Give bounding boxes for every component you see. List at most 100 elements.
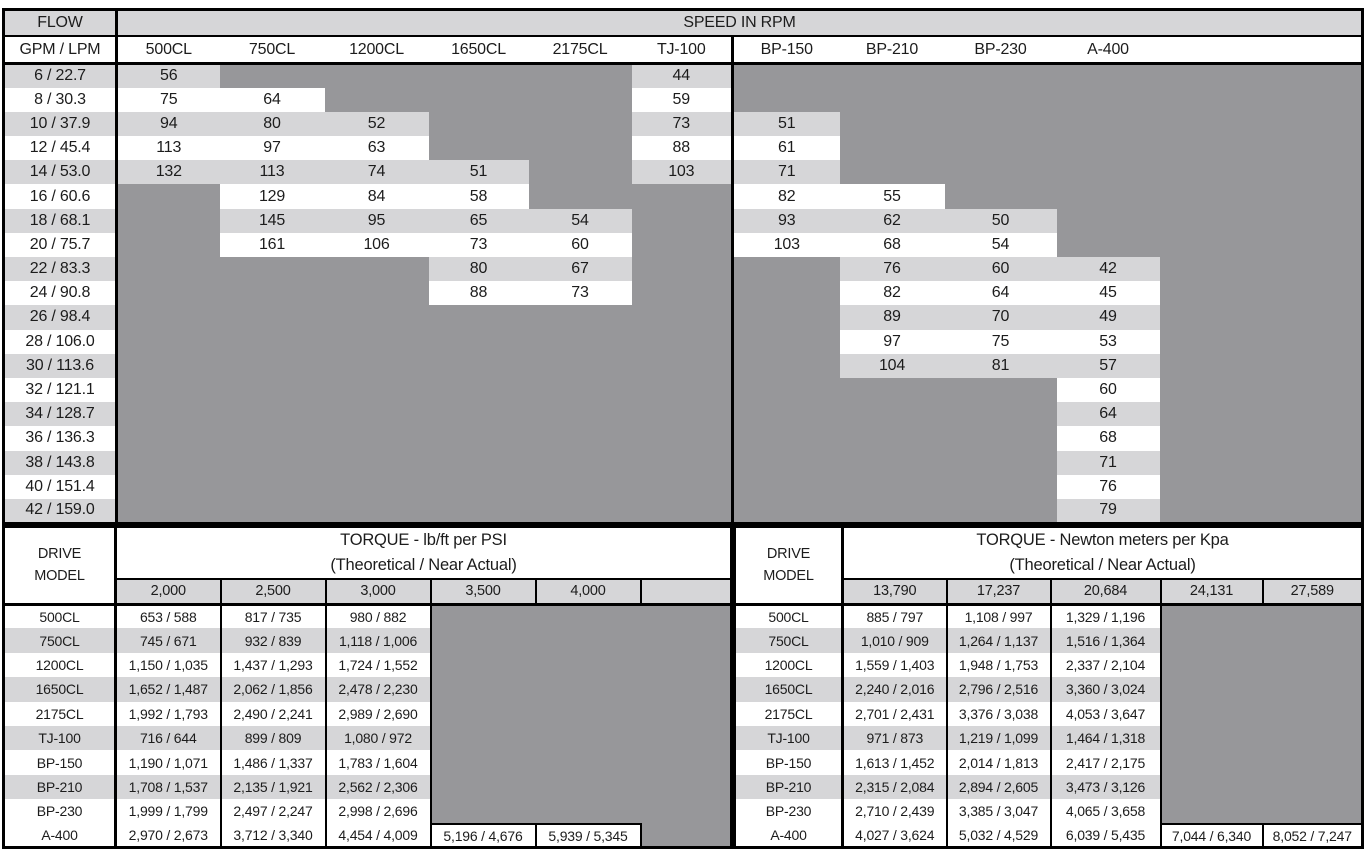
empty-cell xyxy=(1160,701,1263,727)
drive-model-label: TJ-100 xyxy=(3,726,117,751)
empty-cell xyxy=(839,450,945,475)
empty-cell xyxy=(839,377,945,403)
empty-cell xyxy=(219,63,325,88)
torque-cell: 6,039 / 5,435 xyxy=(1049,823,1162,848)
speed-col-header-1650cl: 1650CL xyxy=(428,36,529,65)
speed-table-row: 6 / 22.7 56 44 xyxy=(3,63,1363,88)
empty-cell xyxy=(944,498,1057,524)
flow-row-label: 36 / 136.3 xyxy=(3,426,118,451)
torque-cell: 1,437 / 1,293 xyxy=(219,652,327,678)
drive-model-header: DRIVE MODEL xyxy=(3,526,117,606)
speed-cell: 104 xyxy=(839,353,945,378)
torque-cell: 5,939 / 5,345 xyxy=(534,822,642,848)
empty-cell xyxy=(219,498,325,524)
speed-table-row: 10 / 37.9 94 80 52 73 51 xyxy=(3,111,1363,137)
torque-cell: 3,385 / 3,047 xyxy=(945,799,1052,824)
model-label: MODEL xyxy=(34,568,85,585)
torque-cell: 2,478 / 2,230 xyxy=(324,677,432,702)
empty-cell xyxy=(1056,184,1160,209)
empty-cell xyxy=(839,136,945,161)
empty-cell xyxy=(324,329,429,354)
empty-cell xyxy=(528,426,632,451)
speed-cell: 54 xyxy=(944,232,1057,257)
empty-cell xyxy=(1262,701,1363,727)
empty-cell xyxy=(1159,111,1363,137)
pressure-col-header: 24,131 xyxy=(1159,577,1264,606)
torque-table-row: BP-230 1,999 / 1,799 2,497 / 2,247 2,998 / … xyxy=(3,799,732,824)
torque-cell: 1,329 / 1,196 xyxy=(1049,604,1162,629)
empty-cell xyxy=(428,353,529,378)
speed-table-row: 36 / 136.3 68 xyxy=(3,426,1363,451)
empty-cell xyxy=(219,353,325,378)
empty-cell xyxy=(324,402,429,427)
torque-cell: 2,135 / 1,921 xyxy=(219,774,327,800)
empty-cell xyxy=(731,498,840,524)
empty-cell xyxy=(944,160,1057,185)
empty-cell xyxy=(839,160,945,185)
flow-row-label: 22 / 83.3 xyxy=(3,257,118,282)
empty-cell xyxy=(219,450,325,475)
empty-cell xyxy=(116,232,220,257)
speed-cell: 76 xyxy=(839,257,945,282)
speed-cell: 113 xyxy=(116,136,220,161)
empty-cell xyxy=(116,498,220,524)
pressure-col-header-empty xyxy=(639,577,733,606)
speed-cell: 73 xyxy=(631,111,733,137)
empty-cell xyxy=(428,63,529,88)
speed-table-row: 12 / 45.4 113 97 63 88 61 xyxy=(3,136,1363,161)
flow-row-label: 16 / 60.6 xyxy=(3,184,118,209)
empty-cell xyxy=(944,63,1057,88)
torque-cell: 1,464 / 1,318 xyxy=(1049,726,1162,751)
speed-col-header-bp-210: BP-210 xyxy=(839,36,945,65)
empty-cell xyxy=(1159,232,1363,257)
pressure-col-header: 2,500 xyxy=(219,577,327,606)
torque-cell: 1,219 / 1,099 xyxy=(945,726,1052,751)
empty-cell xyxy=(631,281,733,306)
empty-cell xyxy=(116,281,220,306)
torque-cell: 745 / 671 xyxy=(114,628,222,653)
empty-cell xyxy=(731,474,840,499)
speed-cell: 64 xyxy=(944,281,1057,306)
empty-cell xyxy=(428,498,529,524)
speed-cell: 63 xyxy=(324,136,429,161)
empty-cell xyxy=(1160,604,1263,629)
empty-cell xyxy=(1262,750,1363,775)
pressure-col-header: 4,000 xyxy=(534,577,642,606)
empty-cell xyxy=(428,329,529,354)
empty-cell xyxy=(1160,628,1263,653)
empty-cell xyxy=(430,799,536,824)
speed-cell: 62 xyxy=(839,208,945,233)
torque-cell: 1,999 / 1,799 xyxy=(114,799,222,824)
speed-cell: 60 xyxy=(944,257,1057,282)
drive-model-label: 1200CL xyxy=(3,652,117,678)
torque-cell: 1,948 / 1,753 xyxy=(945,652,1052,678)
speed-table-row: 22 / 83.3 80 67 76 60 42 xyxy=(3,257,1363,282)
empty-cell xyxy=(1159,498,1363,524)
drive-model-label: 2175CL xyxy=(734,701,844,727)
drive-model-label: BP-150 xyxy=(3,750,117,775)
speed-cell: 88 xyxy=(428,281,529,306)
empty-cell xyxy=(528,474,632,499)
empty-cell xyxy=(430,628,536,653)
flow-title: FLOW xyxy=(3,9,118,37)
empty-cell xyxy=(1160,750,1263,775)
torque-kpa-table: DRIVE MODEL TORQUE - Newton meters per Kp… xyxy=(733,524,1364,849)
empty-cell xyxy=(528,498,632,524)
empty-cell xyxy=(428,474,529,499)
speed-cell: 129 xyxy=(219,184,325,209)
pressure-col-header: 27,589 xyxy=(1261,577,1364,606)
speed-cell: 75 xyxy=(116,87,220,112)
empty-cell xyxy=(731,426,840,451)
torque-table-row: 1200CL 1,150 / 1,035 1,437 / 1,293 1,724 / … xyxy=(3,652,732,678)
empty-cell xyxy=(1262,677,1363,702)
torque-cell: 932 / 839 xyxy=(219,628,327,653)
flow-row-label: 28 / 106.0 xyxy=(3,329,118,354)
drive-model-label: BP-210 xyxy=(734,774,844,800)
speed-cell: 79 xyxy=(1056,498,1160,524)
torque-cell: 1,724 / 1,552 xyxy=(324,652,432,678)
pressure-col-header: 13,790 xyxy=(841,577,948,606)
empty-cell xyxy=(839,111,945,137)
empty-cell xyxy=(430,750,536,775)
speed-cell: 80 xyxy=(428,257,529,282)
